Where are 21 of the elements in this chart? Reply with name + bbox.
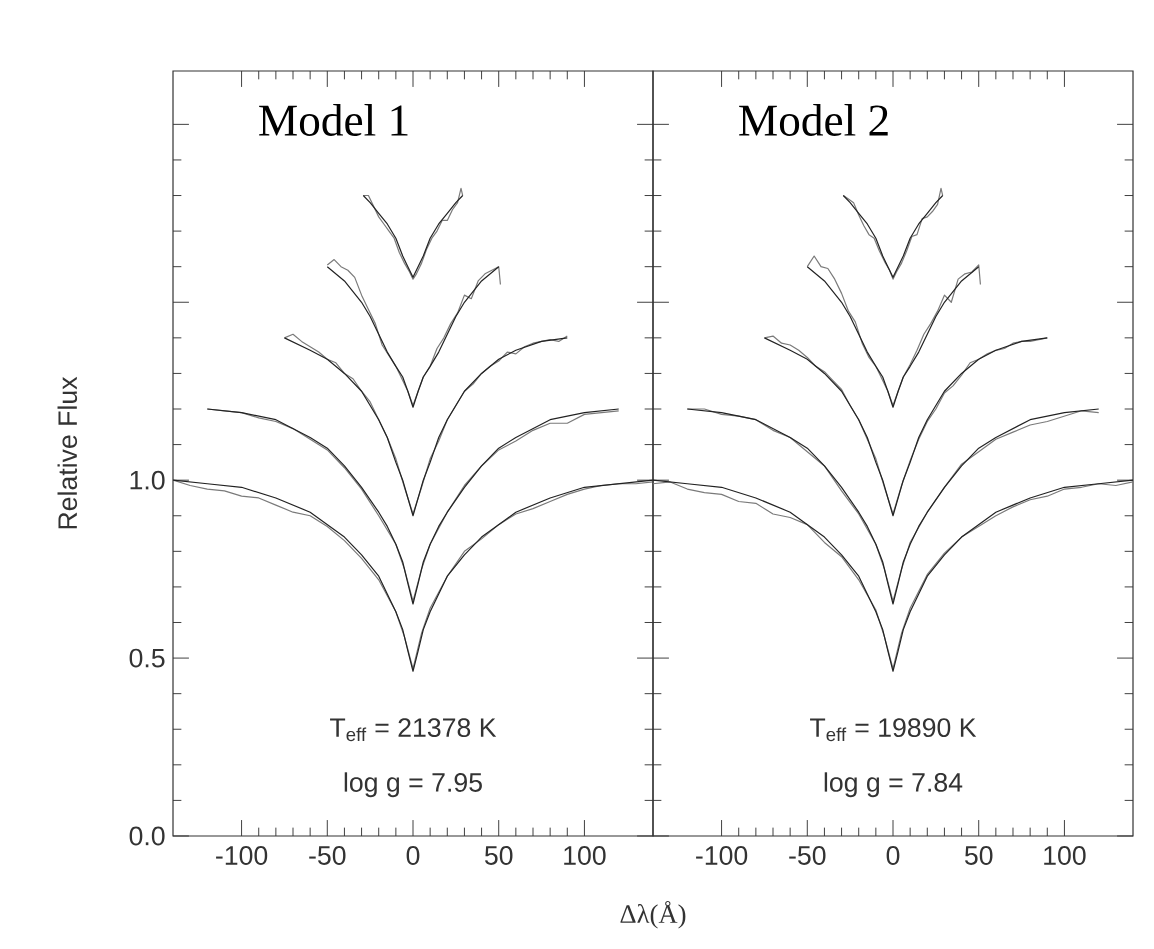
x-tick-label: 100 [564, 846, 606, 865]
y-tick-label: 0.5 [129, 648, 165, 668]
x-tick-label: -50 [309, 846, 346, 865]
annotation: Model 2 [739, 104, 888, 136]
x-tick-label: -100 [216, 846, 268, 865]
x-tick-label: -100 [696, 846, 748, 865]
x-tick-label: 0 [886, 846, 900, 865]
annotation: log g = 7.95 [344, 772, 482, 798]
y-tick-label: 0.0 [129, 826, 165, 846]
y-tick-label: 1.0 [130, 470, 165, 490]
x-tick-label: 0 [406, 846, 420, 865]
x-tick-label: 100 [1044, 846, 1086, 865]
x-tick-label: 50 [964, 846, 993, 865]
x-tick-label: 50 [484, 846, 513, 865]
annotation: T$_{eff}$ = 21378 K [330, 718, 497, 742]
y-axis-title: Relative Flux [57, 376, 78, 529]
annotation: Model 1 [259, 104, 408, 136]
x-tick-label: -50 [789, 846, 826, 865]
x-axis-title: Δλ(Å) [620, 901, 686, 929]
annotation: log g = 7.84 [824, 772, 963, 798]
annotation: T$_{eff}$ = 19890 K [810, 718, 977, 742]
